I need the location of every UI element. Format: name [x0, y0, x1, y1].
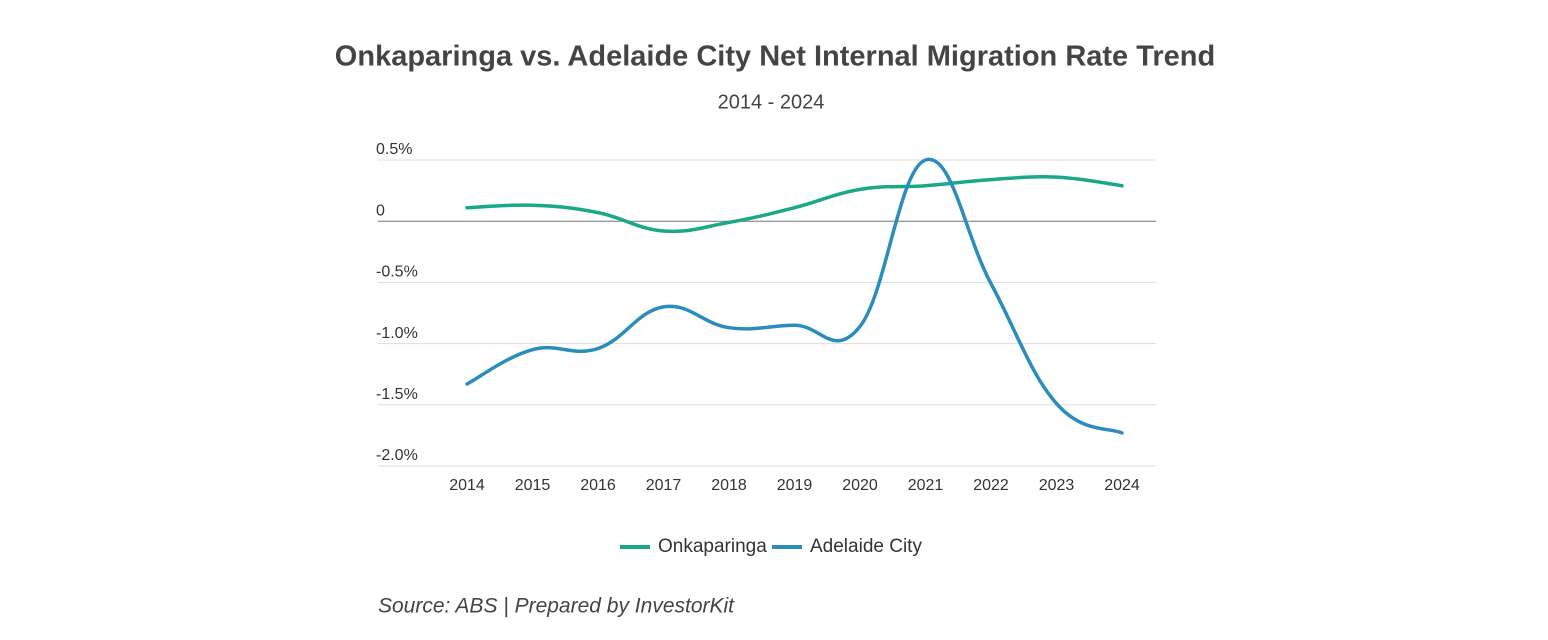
chart-title: Onkaparinga vs. Adelaide City Net Intern… [335, 41, 1215, 73]
y-tick-label: -1.0% [376, 325, 418, 342]
y-tick-label: 0 [376, 202, 385, 219]
x-tick-label: 2020 [842, 477, 878, 494]
x-tick-label: 2015 [515, 477, 551, 494]
x-tick-label: 2022 [973, 477, 1009, 494]
series-line [465, 157, 1124, 435]
x-tick-label: 2018 [711, 477, 747, 494]
x-tick-label: 2019 [777, 477, 813, 494]
legend-label: Adelaide City [810, 536, 922, 557]
y-tick-label: -2.0% [376, 447, 418, 464]
legend-label: Onkaparinga [658, 536, 767, 557]
source-note: Source: ABS | Prepared by InvestorKit [378, 595, 735, 618]
x-tick-label: 2014 [449, 477, 485, 494]
y-tick-label: -1.5% [376, 386, 418, 403]
x-tick-label: 2023 [1039, 477, 1075, 494]
y-tick-label: 0.5% [376, 141, 412, 158]
chart-subtitle: 2014 - 2024 [718, 91, 825, 113]
x-tick-label: 2016 [580, 477, 616, 494]
series-line [465, 175, 1124, 234]
x-tick-label: 2017 [646, 477, 682, 494]
x-tick-label: 2021 [908, 477, 944, 494]
y-tick-label: -0.5% [376, 264, 418, 281]
x-tick-label: 2024 [1104, 477, 1140, 494]
